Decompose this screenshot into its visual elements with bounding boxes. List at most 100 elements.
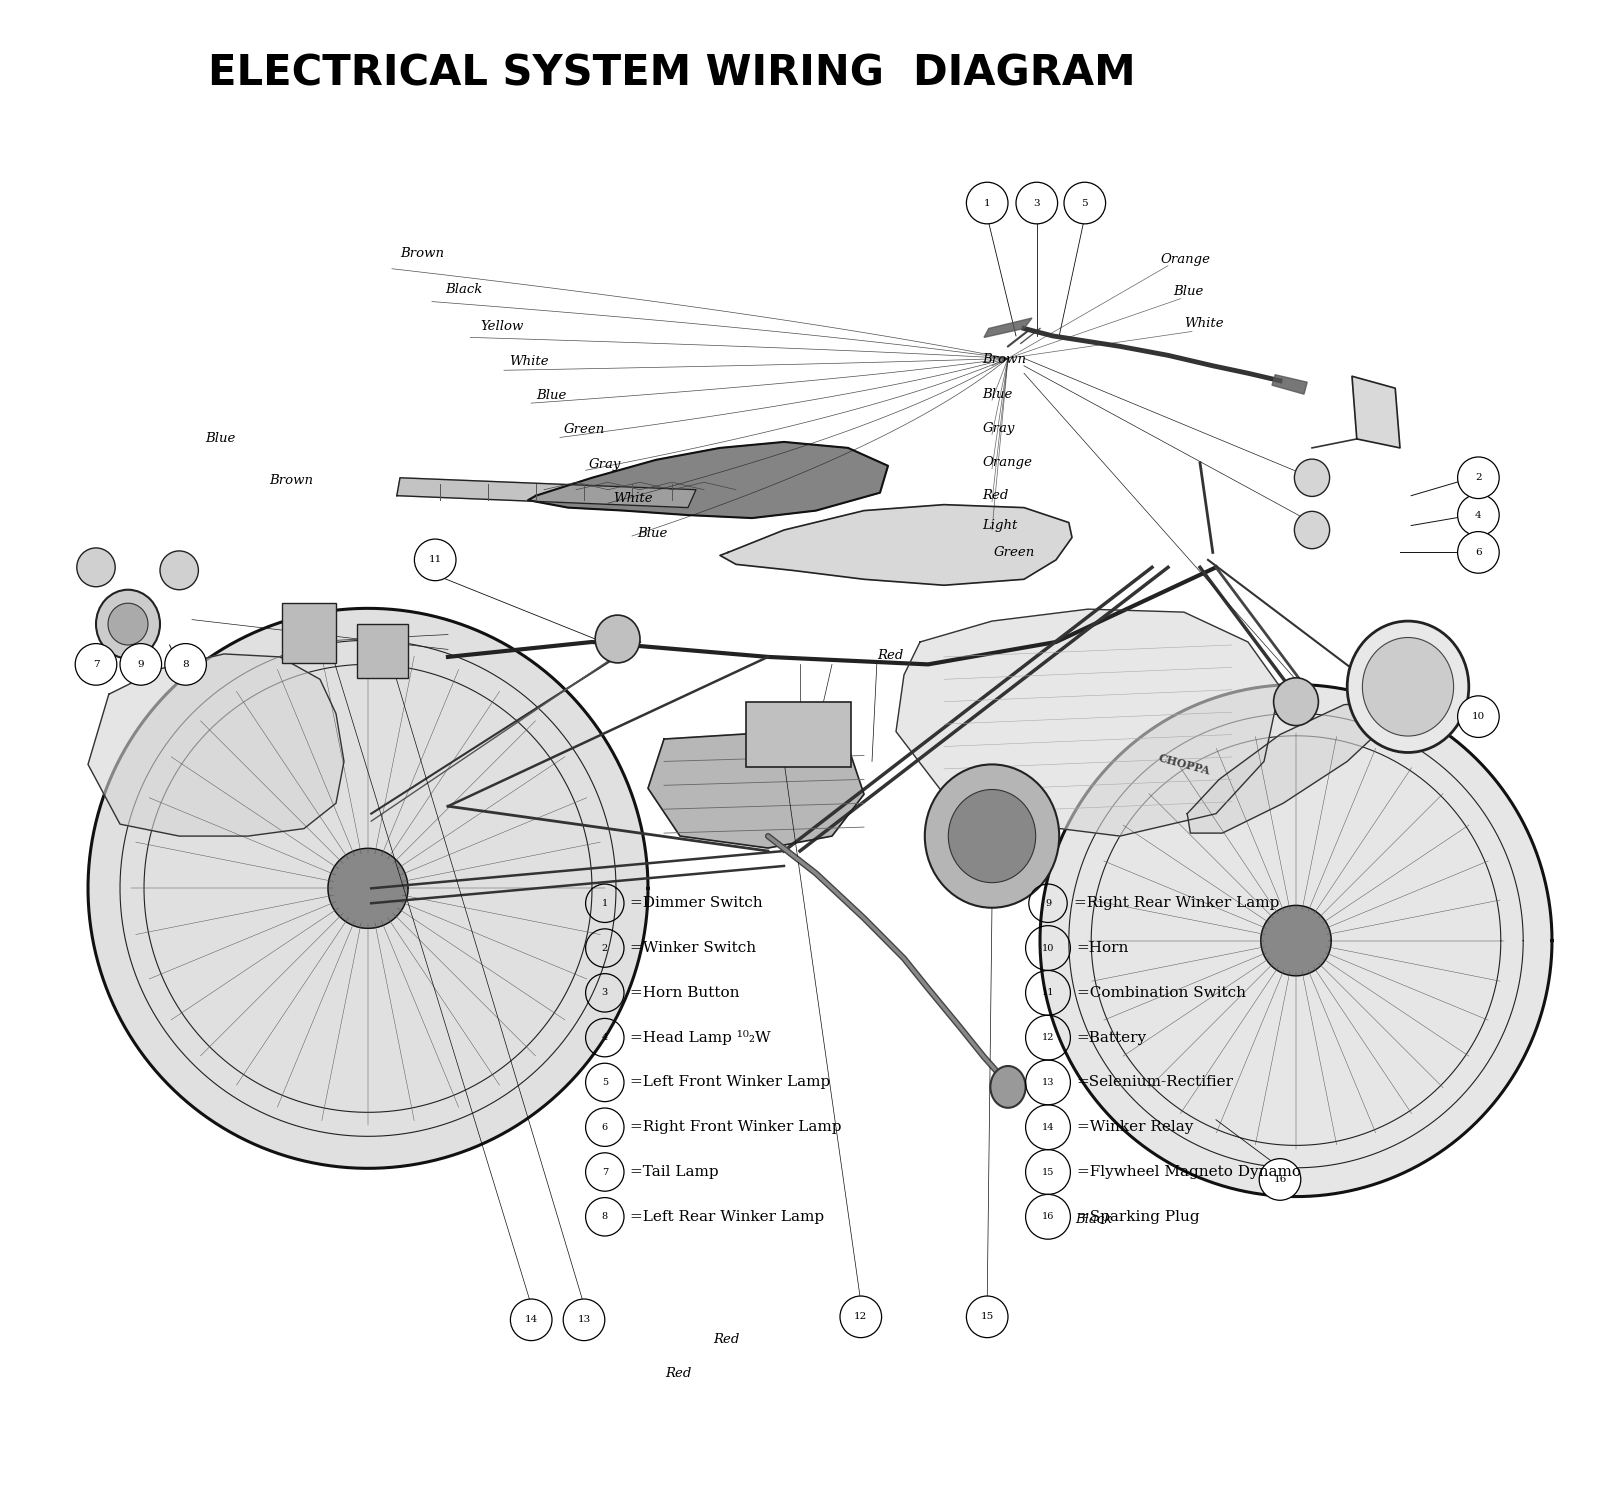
Text: =Flywheel Magneto Dynamo: =Flywheel Magneto Dynamo — [1077, 1165, 1301, 1179]
Ellipse shape — [563, 1299, 605, 1341]
Text: 1: 1 — [984, 199, 990, 208]
Polygon shape — [528, 442, 888, 518]
Text: Orange: Orange — [982, 457, 1032, 469]
Ellipse shape — [96, 590, 160, 658]
Polygon shape — [1261, 905, 1331, 976]
Text: 5: 5 — [1082, 199, 1088, 208]
Polygon shape — [1272, 375, 1307, 394]
Ellipse shape — [1363, 638, 1454, 736]
Text: 3: 3 — [1034, 199, 1040, 208]
Text: =Combination Switch: =Combination Switch — [1077, 985, 1246, 1000]
Polygon shape — [397, 478, 696, 508]
Polygon shape — [88, 654, 344, 836]
Polygon shape — [88, 608, 648, 1169]
Ellipse shape — [75, 643, 117, 685]
FancyBboxPatch shape — [282, 603, 336, 663]
Text: Red: Red — [666, 1368, 691, 1380]
Text: White: White — [1184, 318, 1224, 330]
Text: 9: 9 — [1045, 899, 1051, 908]
Text: Blue: Blue — [536, 390, 566, 402]
Text: 14: 14 — [525, 1315, 538, 1324]
Text: 7: 7 — [602, 1168, 608, 1176]
Text: 8: 8 — [182, 660, 189, 669]
Text: 16: 16 — [1042, 1212, 1054, 1221]
Text: CHOPPA: CHOPPA — [1157, 752, 1211, 776]
Text: =Winker Relay: =Winker Relay — [1077, 1120, 1194, 1135]
Ellipse shape — [1458, 457, 1499, 499]
Text: 11: 11 — [429, 555, 442, 564]
Text: 10: 10 — [1042, 944, 1054, 953]
Text: 7: 7 — [93, 660, 99, 669]
Text: 16: 16 — [1274, 1175, 1286, 1184]
Text: 5: 5 — [602, 1078, 608, 1087]
Text: Black: Black — [445, 284, 482, 296]
Text: =Right Front Winker Lamp: =Right Front Winker Lamp — [630, 1120, 842, 1135]
Polygon shape — [896, 609, 1280, 836]
Ellipse shape — [925, 764, 1059, 908]
Ellipse shape — [1259, 1159, 1301, 1200]
FancyBboxPatch shape — [357, 624, 408, 678]
Text: Red: Red — [877, 649, 902, 661]
Ellipse shape — [109, 603, 147, 645]
Text: Gray: Gray — [589, 458, 621, 470]
Text: =Winker Switch: =Winker Switch — [630, 941, 757, 956]
Text: Black: Black — [1075, 1214, 1112, 1226]
Text: 15: 15 — [981, 1312, 994, 1321]
Ellipse shape — [1347, 621, 1469, 752]
Ellipse shape — [1458, 532, 1499, 573]
Text: 14: 14 — [1042, 1123, 1054, 1132]
Text: =Horn: =Horn — [1077, 941, 1130, 956]
Ellipse shape — [120, 643, 162, 685]
Ellipse shape — [1458, 494, 1499, 536]
Text: Red: Red — [982, 490, 1008, 502]
Ellipse shape — [1274, 678, 1318, 726]
Ellipse shape — [1458, 696, 1499, 738]
Text: 11: 11 — [1042, 988, 1054, 997]
Text: =Tail Lamp: =Tail Lamp — [630, 1165, 718, 1179]
Text: 12: 12 — [1042, 1033, 1054, 1042]
Ellipse shape — [414, 539, 456, 581]
Text: ELECTRICAL SYSTEM WIRING  DIAGRAM: ELECTRICAL SYSTEM WIRING DIAGRAM — [208, 52, 1136, 94]
Text: Brown: Brown — [982, 354, 1027, 366]
Text: =Sparking Plug: =Sparking Plug — [1077, 1209, 1200, 1224]
Text: 4: 4 — [602, 1033, 608, 1042]
Ellipse shape — [949, 790, 1035, 882]
Text: Blue: Blue — [637, 527, 667, 539]
Text: =Battery: =Battery — [1077, 1030, 1147, 1045]
Text: Brown: Brown — [269, 475, 314, 487]
Ellipse shape — [510, 1299, 552, 1341]
Polygon shape — [328, 848, 408, 929]
Text: Blue: Blue — [205, 433, 235, 445]
Text: Brown: Brown — [400, 248, 445, 260]
Ellipse shape — [165, 643, 206, 685]
Text: =Left Rear Winker Lamp: =Left Rear Winker Lamp — [630, 1209, 824, 1224]
Ellipse shape — [1294, 511, 1330, 549]
Text: =Head Lamp ¹⁰₂W: =Head Lamp ¹⁰₂W — [630, 1030, 771, 1045]
Text: 2: 2 — [602, 944, 608, 953]
Polygon shape — [648, 732, 864, 848]
Polygon shape — [984, 318, 1032, 337]
Polygon shape — [1040, 685, 1552, 1196]
Text: Green: Green — [563, 424, 605, 436]
Text: 13: 13 — [578, 1315, 590, 1324]
Text: =Horn Button: =Horn Button — [630, 985, 739, 1000]
Text: Light: Light — [982, 520, 1018, 532]
Polygon shape — [1187, 702, 1392, 833]
Text: =Left Front Winker Lamp: =Left Front Winker Lamp — [630, 1075, 830, 1090]
Text: 12: 12 — [854, 1312, 867, 1321]
Text: Blue: Blue — [1173, 285, 1203, 297]
Text: =Dimmer Switch: =Dimmer Switch — [630, 896, 763, 911]
Ellipse shape — [840, 1296, 882, 1338]
Text: =Selenium-Rectifier: =Selenium-Rectifier — [1077, 1075, 1234, 1090]
Text: Blue: Blue — [982, 388, 1013, 400]
Text: 13: 13 — [1042, 1078, 1054, 1087]
Text: 1: 1 — [602, 899, 608, 908]
Text: 4: 4 — [1475, 511, 1482, 520]
Text: 2: 2 — [1475, 473, 1482, 482]
Text: =Right Rear Winker Lamp: =Right Rear Winker Lamp — [1074, 896, 1278, 911]
Text: Red: Red — [714, 1333, 739, 1345]
Polygon shape — [1352, 376, 1400, 448]
Ellipse shape — [990, 1066, 1026, 1108]
Ellipse shape — [595, 615, 640, 663]
Text: 15: 15 — [1042, 1168, 1054, 1176]
